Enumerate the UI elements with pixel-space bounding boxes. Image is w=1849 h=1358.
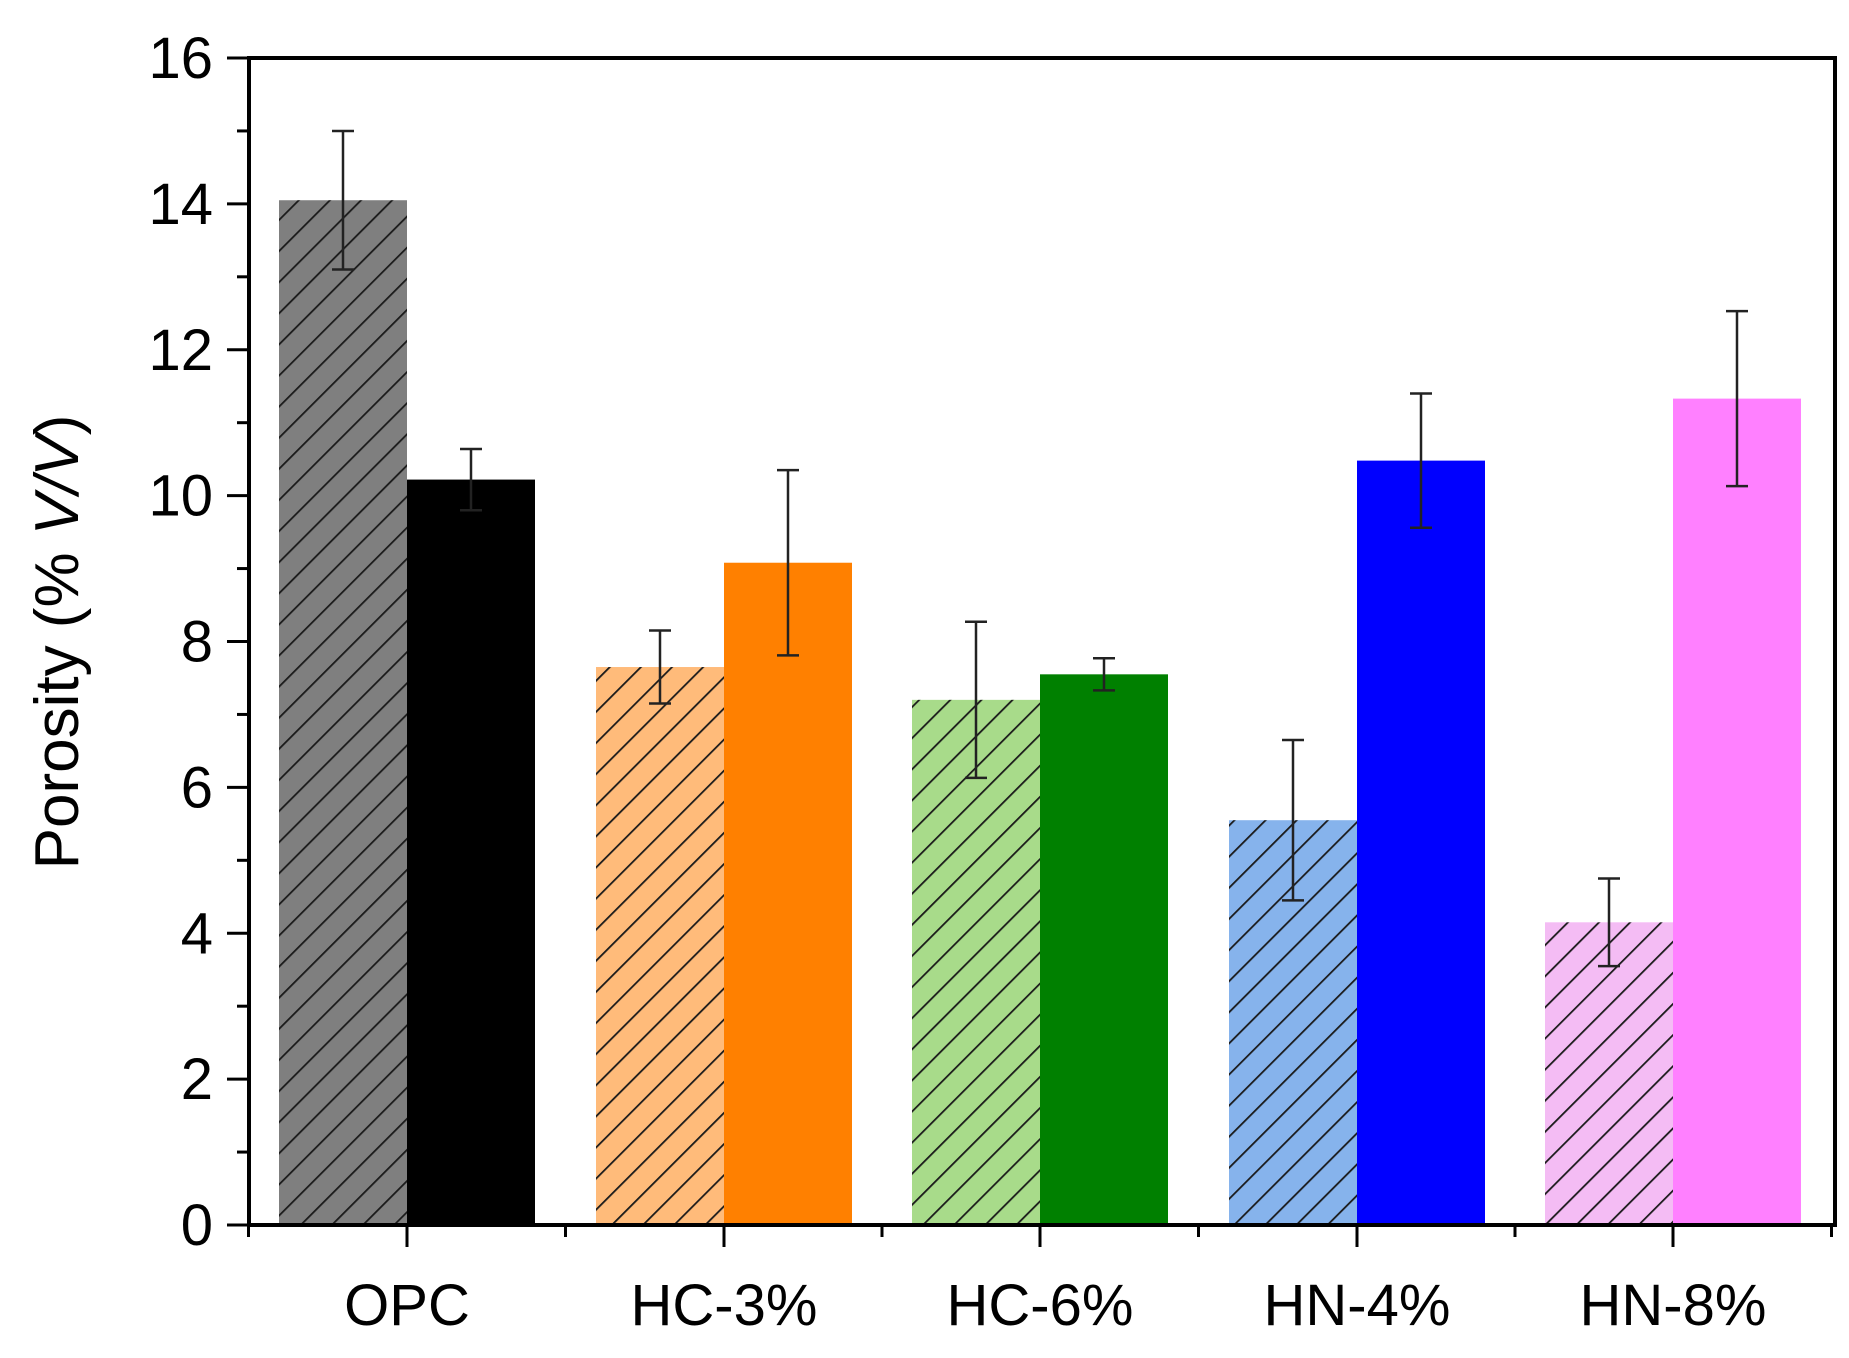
y-tick-label: 2 [181,1047,213,1112]
y-tick-label: 10 [148,464,213,529]
error-bar-solid-hc-3- [777,468,799,657]
error-bar-hatched-hn-8- [1598,877,1620,968]
y-tick-label: 12 [148,318,213,383]
y-axis-title-prefix: Porosity (% [23,535,92,869]
bars-layer [279,200,1801,1225]
x-tick-label: HC-3% [631,1273,818,1338]
bar-solid-hc-6- [1040,674,1168,1225]
y-tick-label: 8 [181,610,213,675]
y-axis-title-suffix: ) [23,415,92,436]
error-bar-hatched-opc [332,129,354,271]
y-tick-label: 16 [148,26,213,91]
error-bar-hatched-hc-3- [649,629,671,705]
x-tick-label: OPC [344,1273,470,1338]
bar-solid-hc-3- [724,562,852,1225]
y-tick-label: 4 [181,901,213,966]
y-axis-title-italic: V/V [23,430,92,536]
error-bar-solid-hn-8- [1726,309,1748,488]
y-tick-label: 14 [148,172,213,237]
bar-hatch-overlay [912,699,1040,1225]
error-bar-solid-hc-6- [1093,657,1115,692]
y-tick-label: 0 [181,1193,213,1258]
bar-hatch-overlay [596,667,724,1225]
error-bar-hatched-hn-4- [1282,738,1304,902]
x-tick-label: HN-4% [1264,1273,1451,1338]
error-bar-solid-opc [460,447,482,512]
error-bar-solid-hn-4- [1410,392,1432,529]
x-tick-label: HC-6% [947,1273,1134,1338]
bar-hatch-overlay [279,200,407,1225]
bar-solid-hn-8- [1673,398,1801,1225]
y-tick-label: 6 [181,755,213,820]
x-tick-label: HN-8% [1580,1273,1767,1338]
bar-solid-opc [407,479,535,1225]
error-bars-layer [332,129,1748,968]
y-axis-title: Porosity (% V/V) [23,415,92,870]
error-bar-hatched-hc-6- [965,620,987,780]
axes-layer: 0 2 4 6 8 10 12 14 16 OPC HC-3% HC-6% HN-4% HN-8% [148,26,1833,1338]
bar-solid-hn-4- [1357,460,1485,1225]
bar-hatch-overlay [1545,922,1673,1225]
